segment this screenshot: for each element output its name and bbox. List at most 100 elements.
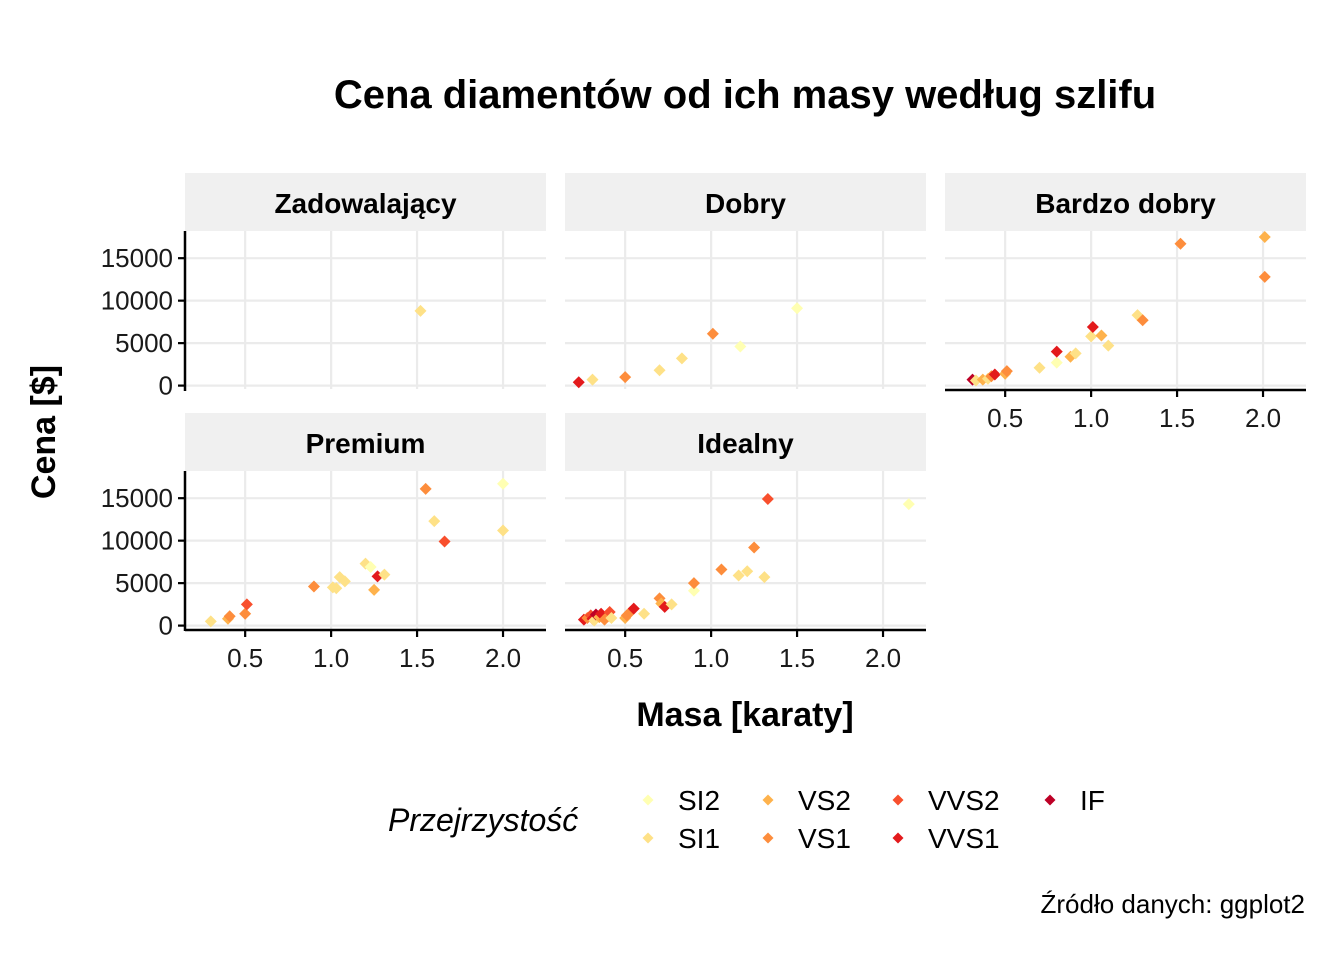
legend-key — [1044, 794, 1056, 806]
data-point — [988, 368, 1001, 381]
legend-key — [892, 832, 904, 844]
data-point — [1095, 329, 1108, 342]
y-tick-label: 15000 — [101, 243, 173, 273]
legend-key — [642, 794, 654, 806]
x-tick-label: 1.0 — [693, 643, 729, 673]
y-tick-label: 0 — [159, 611, 173, 641]
x-tick-label: 1.5 — [779, 643, 815, 673]
legend: Przejrzystość SI2 SI1 VS2 VS1 VVS2 VVS1 IF — [388, 785, 1105, 854]
data-point — [1000, 365, 1013, 378]
x-tick-label: 0.5 — [987, 403, 1023, 433]
x-tick-label: 0.5 — [227, 643, 263, 673]
data-point — [378, 568, 391, 581]
data-point — [902, 498, 915, 511]
legend-key — [892, 794, 904, 806]
x-tick-label: 2.0 — [865, 643, 901, 673]
y-tick-label: 5000 — [115, 328, 173, 358]
data-point — [1085, 330, 1098, 343]
y-tick-label: 15000 — [101, 483, 173, 513]
data-point — [1050, 356, 1063, 369]
data-point — [364, 560, 377, 573]
data-point — [497, 524, 510, 537]
legend-item: SI2 — [642, 785, 720, 816]
legend-item: VS1 — [762, 823, 851, 854]
data-point — [307, 580, 320, 593]
y-tick-label: 0 — [159, 371, 173, 401]
data-point — [419, 482, 432, 495]
facet-strip-label: Dobry — [705, 188, 786, 219]
legend-item: VS2 — [762, 785, 851, 816]
facet-panel: Dobry — [565, 173, 926, 389]
facet-strip-label: Idealny — [697, 428, 794, 459]
legend-label: SI1 — [678, 823, 720, 854]
data-point — [368, 583, 381, 596]
data-point — [734, 340, 747, 353]
facet-strip-label: Bardzo dobry — [1035, 188, 1216, 219]
legend-item: SI1 — [642, 823, 720, 854]
facet-strip — [185, 173, 546, 231]
chart-title: Cena diamentów od ich masy według szlifu — [334, 73, 1156, 117]
facet-strip-label: Premium — [306, 428, 426, 459]
data-point — [414, 304, 427, 317]
data-point — [653, 364, 666, 377]
data-point — [791, 302, 804, 315]
data-point — [1174, 237, 1187, 250]
facet-strip — [565, 173, 926, 231]
x-tick-label: 0.5 — [607, 643, 643, 673]
data-point — [1258, 270, 1271, 283]
facet-panel: Idealny 0.5 1.0 1.5 2.0 — [565, 413, 926, 673]
data-point — [1033, 361, 1046, 374]
y-tick-label: 10000 — [101, 286, 173, 316]
data-point — [497, 477, 510, 490]
data-point — [969, 374, 982, 387]
data-point — [638, 607, 651, 620]
data-point — [1069, 347, 1082, 360]
data-point — [1102, 339, 1115, 352]
data-point — [204, 615, 217, 628]
legend-item: IF — [1044, 785, 1105, 816]
data-point — [761, 493, 774, 506]
x-tick-label: 1.0 — [313, 643, 349, 673]
legend-label: VS2 — [798, 785, 851, 816]
legend-label: VVS2 — [928, 785, 1000, 816]
legend-label: VS1 — [798, 823, 851, 854]
chart-caption: Źródło danych: ggplot2 — [1040, 889, 1305, 919]
facet-strip — [945, 173, 1306, 231]
data-point — [428, 515, 441, 528]
y-tick-label: 5000 — [115, 568, 173, 598]
x-tick-label: 2.0 — [485, 643, 521, 673]
x-tick-label: 2.0 — [1245, 403, 1281, 433]
data-point — [619, 371, 632, 384]
legend-label: IF — [1080, 785, 1105, 816]
facet-panel: Zadowalający 0 5000 10000 15000 — [101, 173, 546, 401]
y-tick-label: 10000 — [101, 526, 173, 556]
facet-panel: Bardzo dobry 0.5 1.0 1.5 2.0 — [945, 173, 1306, 433]
data-point — [338, 575, 351, 588]
data-point — [1136, 314, 1149, 327]
data-point — [706, 327, 719, 340]
data-point — [572, 376, 585, 389]
data-point — [741, 565, 754, 578]
legend-label: VVS1 — [928, 823, 1000, 854]
facet-strip-label: Zadowalający — [274, 188, 457, 219]
facets-layer: Zadowalający 0 5000 10000 15000 Dobry Bardzo d… — [101, 173, 1306, 673]
x-tick-label: 1.5 — [399, 643, 435, 673]
data-point — [586, 373, 599, 386]
data-point — [687, 577, 700, 590]
facet-strip — [185, 413, 546, 471]
data-point — [240, 598, 253, 611]
data-point — [605, 611, 618, 624]
x-tick-label: 1.5 — [1159, 403, 1195, 433]
data-point — [732, 569, 745, 582]
data-point — [715, 563, 728, 576]
data-point — [239, 607, 252, 620]
legend-key — [762, 794, 774, 806]
facet-panel: Premium 0 5000 10000 15000 0.5 1.0 1.5 2.0 — [101, 413, 546, 673]
x-axis-title: Masa [karaty] — [636, 696, 853, 734]
legend-key — [762, 832, 774, 844]
data-point — [1050, 345, 1063, 358]
data-point — [627, 602, 640, 615]
legend-item: VVS1 — [892, 823, 1000, 854]
facet-strip — [565, 413, 926, 471]
